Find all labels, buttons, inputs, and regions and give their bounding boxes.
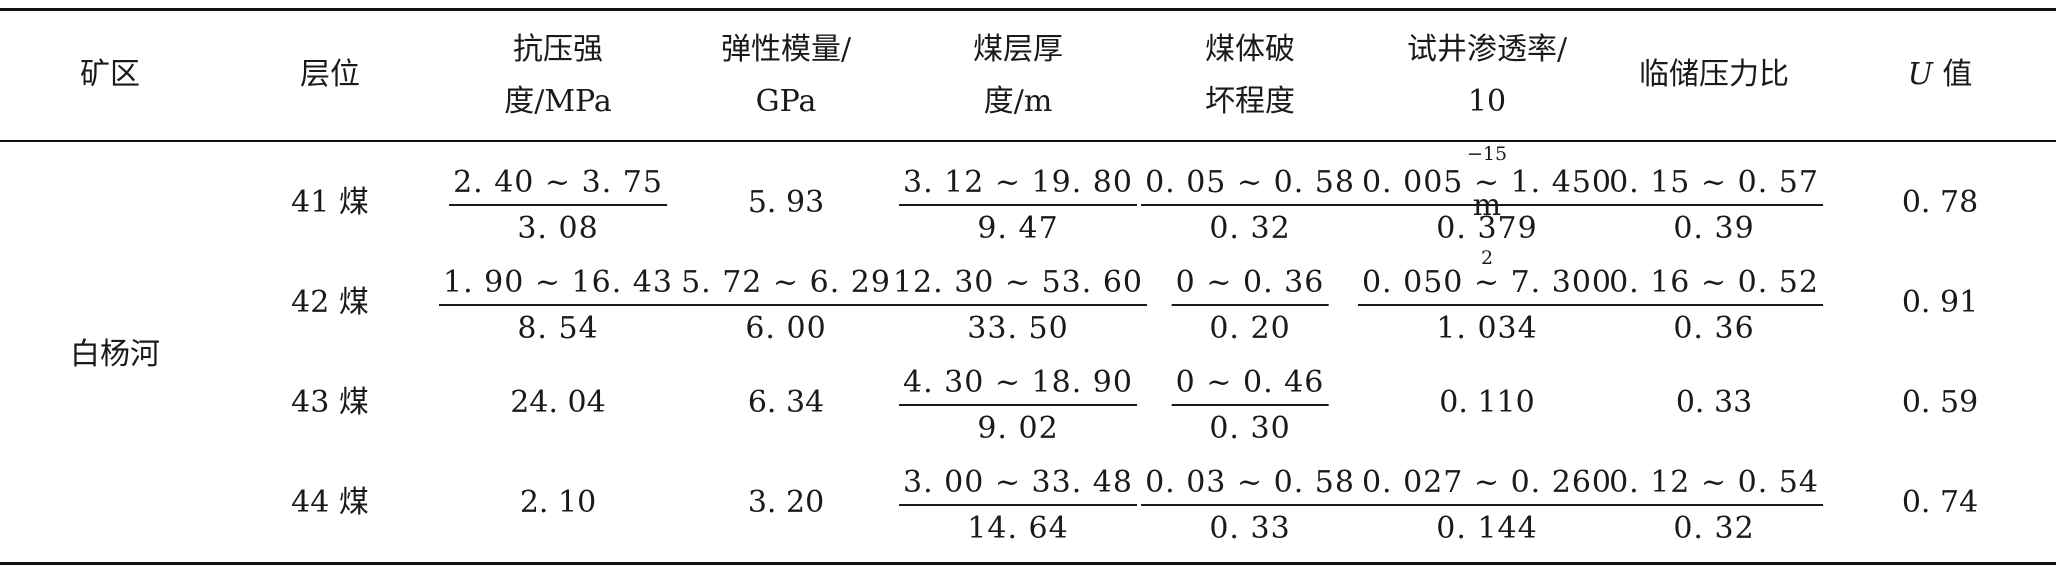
row3-seam: 43 煤 [291,385,369,420]
header-thickness: 煤层厚 度/m [973,24,1063,128]
header-damage-line1: 煤体破 [1205,32,1295,67]
row2-pressure-ratio: 0. 16 ~ 0. 52 0. 36 [1605,264,1823,348]
row3-permeability: 0. 110 [1439,385,1535,420]
row4-damage: 0. 03 ~ 0. 58 0. 33 [1141,464,1359,548]
row2-u-value: 0. 91 [1901,285,1979,320]
row3-u-value: 0. 59 [1901,385,1979,420]
table-header-rule [0,140,2056,142]
row3-damage-range: 0 ~ 0. 46 [1171,364,1329,406]
header-damage: 煤体破 坏程度 [1205,24,1295,128]
row2-damage-avg: 0. 20 [1209,311,1291,346]
row1-damage: 0. 05 ~ 0. 58 0. 32 [1141,164,1359,248]
row2-strength-avg: 8. 54 [517,311,599,346]
header-compressive-strength-line1: 抗压强 [513,32,603,67]
row1-permeability: 0. 005 ~ 1. 450 0. 379 [1357,164,1617,248]
row4-damage-avg: 0. 33 [1209,511,1291,546]
row1-thickness: 3. 12 ~ 19. 80 9. 47 [899,164,1137,248]
row4-pressure-ratio-avg: 0. 32 [1673,511,1755,546]
row1-pressure-ratio: 0. 15 ~ 0. 57 0. 39 [1605,164,1823,248]
row2-thickness: 12. 30 ~ 53. 60 33. 50 [888,264,1148,348]
row1-damage-range: 0. 05 ~ 0. 58 [1141,164,1359,206]
row2-permeability-avg: 1. 034 [1436,311,1538,346]
row3-modulus: 6. 34 [747,385,825,420]
table-bottom-rule [0,562,2056,565]
header-pressure-ratio: 临储压力比 [1639,57,1789,92]
row2-pressure-ratio-avg: 0. 36 [1673,311,1755,346]
row3-damage: 0 ~ 0. 46 0. 30 [1171,364,1329,448]
row4-permeability: 0. 027 ~ 0. 260 0. 144 [1357,464,1617,548]
row3-thickness-avg: 9. 02 [977,411,1059,446]
row3-thickness-range: 4. 30 ~ 18. 90 [899,364,1137,406]
row3-damage-avg: 0. 30 [1209,411,1291,446]
row2-damage: 0 ~ 0. 36 0. 20 [1171,264,1329,348]
row2-modulus-range: 5. 72 ~ 6. 29 [677,264,895,306]
header-u-suffix: 值 [1932,57,1973,92]
row4-thickness-range: 3. 00 ~ 33. 48 [899,464,1137,506]
row2-strength-range: 1. 90 ~ 16. 43 [439,264,677,306]
header-mine-area: 矿区 [80,57,140,92]
row3-pressure-ratio: 0. 33 [1675,385,1753,420]
row4-u-value: 0. 74 [1901,485,1979,520]
header-compressive-strength: 抗压强 度/MPa [504,24,612,128]
row1-modulus: 5. 93 [747,185,825,220]
row1-damage-avg: 0. 32 [1209,211,1291,246]
row2-thickness-range: 12. 30 ~ 53. 60 [888,264,1148,306]
row3-strength: 24. 04 [510,385,606,420]
row4-permeability-avg: 0. 144 [1436,511,1538,546]
row1-u-value: 0. 78 [1901,185,1979,220]
header-seam: 层位 [300,57,360,92]
header-permeability-exponent: −15 [1466,143,1508,165]
row4-thickness-avg: 14. 64 [967,511,1069,546]
row2-pressure-ratio-range: 0. 16 ~ 0. 52 [1605,264,1823,306]
header-permeability-unit-exponent: 2 [1480,247,1494,269]
header-compressive-strength-line2: 度/MPa [504,84,612,119]
header-elastic-modulus-line1: 弹性模量/ [720,32,852,67]
row1-pressure-ratio-avg: 0. 39 [1673,211,1755,246]
row2-damage-range: 0 ~ 0. 36 [1171,264,1329,306]
row4-permeability-range: 0. 027 ~ 0. 260 [1357,464,1617,506]
row1-strength: 2. 40 ~ 3. 75 3. 08 [449,164,667,248]
row4-thickness: 3. 00 ~ 33. 48 14. 64 [899,464,1137,548]
header-u-symbol: U [1907,57,1933,92]
row2-modulus-avg: 6. 00 [745,311,827,346]
header-elastic-modulus-line2: GPa [755,84,817,119]
row4-damage-range: 0. 03 ~ 0. 58 [1141,464,1359,506]
header-elastic-modulus: 弹性模量/ GPa [721,24,851,128]
row4-strength: 2. 10 [519,485,597,520]
row4-pressure-ratio: 0. 12 ~ 0. 54 0. 32 [1605,464,1823,548]
row1-permeability-avg: 0. 379 [1436,211,1538,246]
header-permeability-line1: 试井渗透率/ [1406,32,1568,67]
row2-modulus: 5. 72 ~ 6. 29 6. 00 [677,264,895,348]
row2-strength: 1. 90 ~ 16. 43 8. 54 [439,264,677,348]
row1-thickness-range: 3. 12 ~ 19. 80 [899,164,1137,206]
mine-area-name: 白杨河 [70,337,160,372]
header-u-value: U 值 [1908,58,1973,92]
header-permeability-base: 10 [1467,84,1507,119]
row1-strength-range: 2. 40 ~ 3. 75 [449,164,667,206]
row4-modulus: 3. 20 [747,485,825,520]
row1-strength-avg: 3. 08 [517,211,599,246]
row4-seam: 44 煤 [291,485,369,520]
table-top-rule [0,8,2056,11]
row3-thickness: 4. 30 ~ 18. 90 9. 02 [899,364,1137,448]
row1-pressure-ratio-range: 0. 15 ~ 0. 57 [1605,164,1823,206]
header-damage-line2: 坏程度 [1205,84,1295,119]
row2-permeability-range: 0. 050 ~ 7. 300 [1357,264,1617,306]
row2-seam: 42 煤 [291,285,369,320]
header-thickness-line2: 度/m [983,84,1053,119]
row1-permeability-range: 0. 005 ~ 1. 450 [1357,164,1617,206]
row2-thickness-avg: 33. 50 [967,311,1069,346]
row1-thickness-avg: 9. 47 [977,211,1059,246]
row1-seam: 41 煤 [291,185,369,220]
row2-permeability: 0. 050 ~ 7. 300 1. 034 [1357,264,1617,348]
header-thickness-line1: 煤层厚 [973,32,1063,67]
row4-pressure-ratio-range: 0. 12 ~ 0. 54 [1605,464,1823,506]
